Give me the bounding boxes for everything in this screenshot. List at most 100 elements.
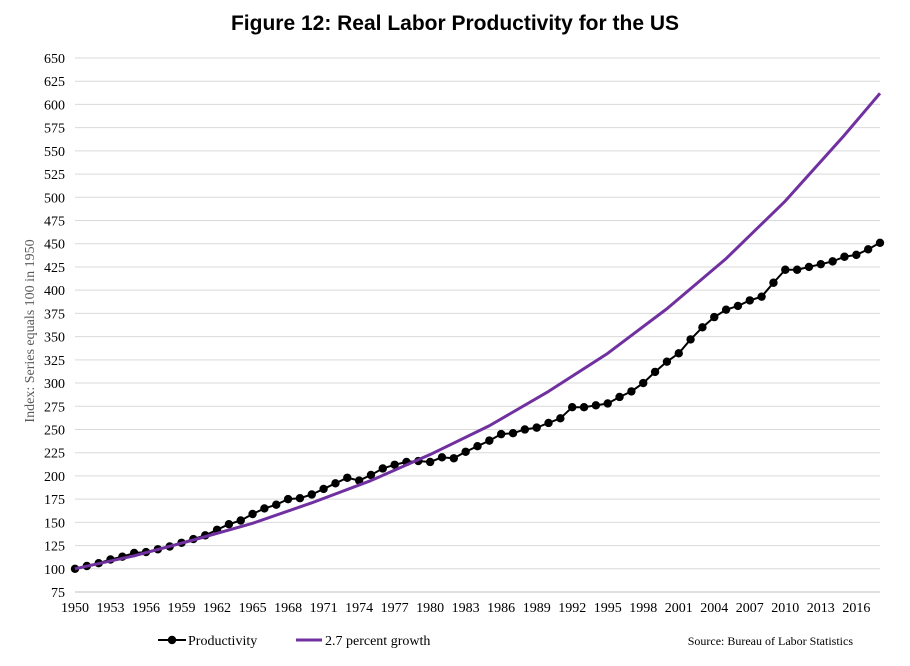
y-tick-label: 300 bbox=[44, 377, 65, 392]
y-tick-label: 375 bbox=[44, 307, 65, 322]
productivity-point bbox=[627, 387, 636, 396]
productivity-point bbox=[650, 367, 660, 377]
y-tick-label: 625 bbox=[44, 75, 65, 90]
productivity-point bbox=[662, 357, 672, 366]
x-tick-label: 2004 bbox=[700, 601, 728, 616]
productivity-point bbox=[579, 402, 589, 412]
productivity-point bbox=[757, 292, 766, 301]
x-tick-label: 2013 bbox=[807, 601, 835, 616]
x-tick-label: 1950 bbox=[61, 601, 89, 616]
y-tick-label: 650 bbox=[44, 52, 65, 67]
productivity-point bbox=[437, 453, 447, 462]
x-tick-label: 1977 bbox=[381, 601, 409, 616]
x-tick-label: 1965 bbox=[239, 601, 267, 616]
x-tick-label: 1986 bbox=[487, 601, 515, 616]
x-tick-label: 1953 bbox=[97, 601, 125, 616]
x-tick-label: 1989 bbox=[523, 601, 551, 616]
productivity-point bbox=[698, 323, 707, 332]
x-tick-label: 1983 bbox=[452, 601, 480, 616]
x-tick-label: 1968 bbox=[274, 601, 302, 616]
productivity-point bbox=[473, 441, 482, 451]
productivity-point bbox=[603, 399, 612, 408]
y-tick-label: 475 bbox=[44, 215, 65, 230]
productivity-point bbox=[591, 401, 601, 410]
productivity-point bbox=[283, 494, 293, 504]
y-tick-label: 550 bbox=[44, 145, 65, 160]
productivity-point bbox=[319, 484, 328, 494]
y-tick-label: 225 bbox=[44, 447, 65, 462]
productivity-point bbox=[875, 238, 885, 248]
x-tick-label: 2010 bbox=[771, 601, 799, 616]
productivity-point bbox=[343, 473, 352, 482]
productivity-point bbox=[307, 490, 316, 499]
y-tick-label: 525 bbox=[44, 168, 65, 183]
productivity-point bbox=[828, 257, 837, 266]
productivity-point bbox=[236, 516, 245, 525]
productivity-point bbox=[224, 520, 234, 529]
productivity-point bbox=[272, 500, 281, 509]
x-tick-label: 1998 bbox=[629, 601, 657, 616]
y-tick-label: 500 bbox=[44, 191, 65, 206]
x-tick-label: 2001 bbox=[665, 601, 693, 616]
y-tick-label: 600 bbox=[44, 98, 65, 113]
productivity-point bbox=[686, 335, 695, 344]
productivity-point bbox=[520, 425, 530, 434]
productivity-point bbox=[295, 494, 305, 503]
x-tick-label: 1980 bbox=[416, 601, 444, 616]
y-tick-label: 75 bbox=[51, 586, 65, 601]
x-tick-label: 1992 bbox=[558, 601, 586, 616]
productivity-point bbox=[70, 564, 80, 573]
y-tick-label: 200 bbox=[44, 470, 65, 485]
productivity-point bbox=[852, 250, 861, 260]
productivity-point bbox=[508, 428, 518, 438]
productivity-point bbox=[532, 423, 541, 432]
x-tick-label: 1974 bbox=[345, 601, 373, 616]
productivity-point bbox=[733, 301, 743, 311]
productivity-point bbox=[366, 470, 376, 480]
productivity-point bbox=[792, 265, 802, 274]
productivity-point bbox=[840, 252, 849, 261]
productivity-point bbox=[544, 418, 553, 428]
legend-productivity-label: Productivity bbox=[188, 634, 257, 649]
growth-line bbox=[74, 92, 882, 571]
productivity-point bbox=[769, 278, 778, 287]
productivity-point bbox=[568, 402, 577, 412]
y-axis-label: Index: Series equals 100 in 1950 bbox=[23, 239, 38, 422]
productivity-point bbox=[745, 296, 754, 305]
chart-title: Figure 12: Real Labor Productivity for t… bbox=[230, 12, 680, 35]
productivity-point bbox=[816, 259, 826, 269]
legend-growth-label: 2.7 percent growth bbox=[325, 634, 430, 649]
y-tick-label: 250 bbox=[44, 423, 65, 438]
productivity-point bbox=[461, 447, 470, 456]
productivity-point bbox=[710, 312, 719, 322]
productivity-point bbox=[331, 479, 340, 488]
productivity-point bbox=[390, 460, 399, 469]
y-tick-label: 350 bbox=[44, 331, 65, 346]
y-tick-label: 450 bbox=[44, 238, 65, 253]
x-tick-label: 1962 bbox=[203, 601, 231, 616]
productivity-point bbox=[378, 464, 387, 473]
productivity-point bbox=[556, 414, 565, 423]
x-tick-label: 1956 bbox=[132, 601, 160, 616]
productivity-point bbox=[449, 454, 459, 463]
y-tick-label: 325 bbox=[44, 354, 65, 369]
productivity-point bbox=[260, 504, 269, 513]
y-tick-label: 100 bbox=[44, 563, 65, 578]
y-tick-label: 400 bbox=[44, 284, 65, 299]
y-tick-label: 575 bbox=[44, 122, 65, 137]
y-tick-label: 150 bbox=[44, 516, 65, 531]
y-tick-label: 425 bbox=[44, 261, 65, 276]
y-tick-label: 125 bbox=[44, 540, 65, 555]
productivity-point bbox=[496, 429, 506, 439]
x-tick-label: 2007 bbox=[736, 601, 764, 616]
productivity-point bbox=[804, 262, 814, 272]
productivity-point bbox=[485, 436, 494, 445]
x-tick-label: 1959 bbox=[168, 601, 196, 616]
productivity-point bbox=[425, 457, 435, 467]
y-tick-label: 175 bbox=[44, 493, 65, 508]
source-note: Source: Bureau of Labor Statistics bbox=[688, 634, 854, 648]
productivity-point bbox=[248, 509, 257, 519]
productivity-point bbox=[639, 378, 648, 388]
